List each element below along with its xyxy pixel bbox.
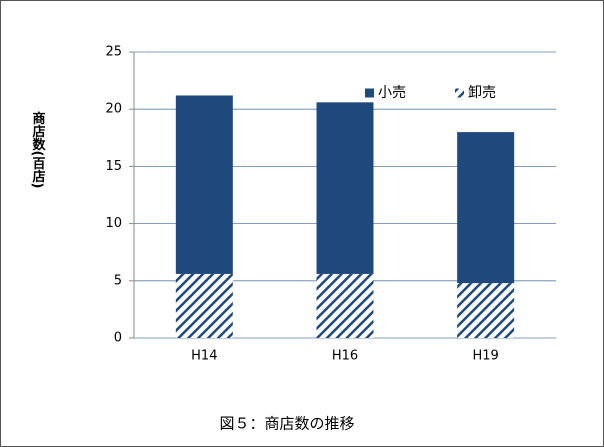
x-tick-label: H19	[473, 349, 499, 364]
legend-label: 卸売	[468, 85, 496, 101]
bar-segment	[316, 102, 374, 274]
bar-segment	[175, 95, 233, 274]
bar-segment	[175, 273, 233, 338]
bar-segment	[457, 132, 515, 284]
y-tick-label: 0	[114, 331, 122, 346]
bar-segment	[457, 283, 515, 338]
y-tick-label: 10	[105, 216, 122, 231]
chart-title: 図５：商店数の推移	[219, 415, 354, 433]
y-axis-label: 商店数(百店)	[30, 111, 46, 188]
legend-swatch	[455, 88, 464, 98]
y-tick-label: 20	[105, 102, 122, 117]
y-tick-label: 25	[105, 45, 122, 60]
y-tick-label: 5	[114, 273, 122, 288]
y-tick-label: 15	[105, 159, 122, 174]
x-tick-label: H16	[332, 349, 358, 364]
x-tick-label: H14	[191, 349, 217, 364]
bar-segment	[316, 273, 374, 338]
legend-label: 小売	[378, 85, 406, 101]
legend-swatch	[365, 88, 374, 98]
